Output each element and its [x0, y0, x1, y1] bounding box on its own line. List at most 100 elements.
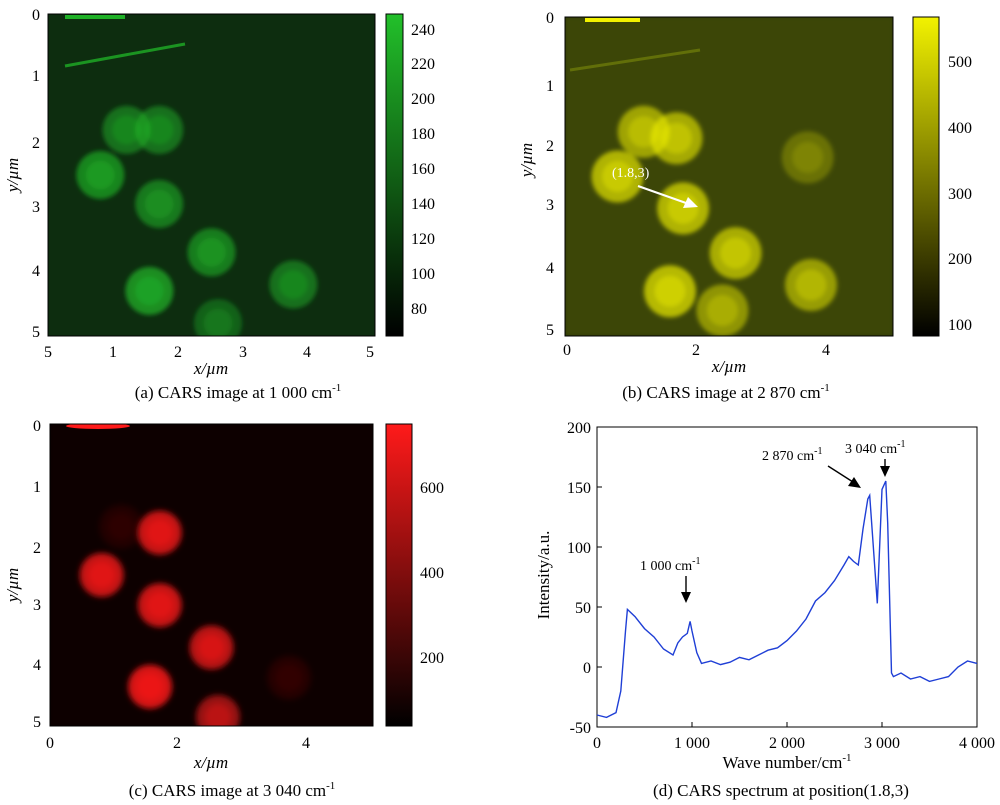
x-axis-ticks: 5 1 2 3 4 5	[44, 344, 374, 361]
x-tick: 0	[563, 342, 571, 359]
peak-label: 2 870 cm	[762, 449, 814, 464]
y-tick: 0	[583, 660, 591, 677]
colorbar-tick: 180	[411, 126, 435, 143]
heatmap-spot-core	[88, 561, 115, 589]
y-tick: 5	[33, 714, 41, 731]
x-axis-label: x/µm	[711, 357, 746, 376]
colorbar-tick: 400	[948, 120, 972, 137]
y-axis-label: y/µm	[3, 568, 22, 604]
colorbar-ticks: 240 220 200 180 160 140 120 100 80	[411, 22, 435, 318]
colorbar-tick: 160	[411, 161, 435, 178]
heatmap-spot-core	[278, 270, 308, 299]
plot-frame	[564, 16, 894, 337]
heatmap-spot-core	[660, 122, 693, 154]
spectrum-line	[596, 480, 978, 719]
panel-caption: (a) CARS image at 1 000 cm-1	[135, 382, 342, 402]
y-tick: 0	[32, 7, 40, 24]
plot-frame	[596, 426, 978, 728]
colorbar-ticks: 600 400 200	[420, 480, 444, 667]
heatmap-spot-core	[204, 703, 232, 726]
y-tick: 3	[33, 597, 41, 614]
heatmap-spot-core	[198, 634, 225, 661]
colorbar-tick: 120	[411, 231, 435, 248]
colorbar-tick: 240	[411, 22, 435, 39]
panel-b-heatmap: 0 1 2 3 4 5 0 2 4 x/µm y/µm (1.8,3) 500 …	[517, 10, 972, 402]
y-tick: 5	[32, 324, 40, 341]
colorbar-tick: 500	[948, 54, 972, 71]
x-tick: 4 000	[959, 735, 995, 752]
heatmap-spot-core	[144, 115, 174, 145]
x-tick: 2	[692, 342, 700, 359]
panel-caption: (d) CARS spectrum at position(1.8,3)	[653, 781, 909, 800]
y-tick: 3	[32, 199, 40, 216]
x-tick: 0	[46, 735, 54, 752]
peak-label: 3 040 cm	[845, 442, 897, 457]
heatmap-spot-core	[146, 592, 173, 619]
x-tick: 5	[366, 344, 374, 361]
heatmap-spot-core	[654, 275, 686, 307]
panel-a-heatmap: 0 1 2 3 4 5 5 1 2 3 4 5 x/µm y/µm 240 22…	[3, 7, 435, 402]
heatmap-spot-core	[85, 160, 115, 190]
colorbar	[385, 13, 404, 337]
peak-annotation: 2 870 cm-1	[762, 446, 861, 488]
x-tick: 1	[109, 344, 117, 361]
y-axis-ticks: 0 1 2 3 4 5	[546, 10, 554, 339]
y-tick: 2	[546, 138, 554, 155]
y-tick: 150	[567, 480, 591, 497]
colorbar-tick: 220	[411, 56, 435, 73]
colorbar-tick: 200	[948, 251, 972, 268]
x-tick: 0	[593, 735, 601, 752]
colorbar-tick: 140	[411, 196, 435, 213]
peak-annotation: 3 040 cm-1	[845, 439, 905, 477]
bright-streak	[64, 42, 186, 68]
heatmap-spot-core	[144, 189, 174, 219]
y-tick: 50	[575, 600, 591, 617]
heatmap-spot-core	[275, 664, 303, 691]
heatmap-spot-core	[792, 141, 824, 173]
heatmap-spot-core	[107, 513, 135, 540]
colorbar-tick: 80	[411, 301, 427, 318]
x-tick: 4	[302, 735, 310, 752]
y-tick: 4	[32, 263, 40, 280]
x-axis-ticks: 0 1 000 2 000 3 000 4 000	[593, 722, 995, 752]
y-tick: 3	[546, 197, 554, 214]
y-tick: 4	[546, 260, 554, 277]
y-tick: 200	[567, 420, 591, 437]
peak-label-sup: -1	[692, 556, 700, 567]
colorbar-tick: 400	[420, 565, 444, 582]
x-tick: 3	[239, 344, 247, 361]
heatmap-spot-core	[146, 519, 173, 546]
y-axis-label: y/µm	[3, 158, 22, 194]
y-tick: -50	[570, 720, 591, 737]
colorbar-tick: 300	[948, 186, 972, 203]
x-tick: 2	[174, 344, 182, 361]
y-axis-label: y/µm	[517, 143, 536, 179]
colorbar-tick: 600	[420, 480, 444, 497]
peak-annotation: 1 000 cm-1	[640, 556, 700, 603]
colorbar-tick: 200	[411, 91, 435, 108]
annotation-arrow	[637, 185, 698, 208]
heatmap-spot-core	[197, 237, 226, 267]
x-tick: 5	[44, 344, 52, 361]
heatmap-spot-core	[203, 308, 233, 336]
heatmap-spot-core	[601, 160, 634, 193]
panel-caption: (c) CARS image at 3 040 cm-1	[129, 780, 336, 800]
y-tick: 2	[32, 135, 40, 152]
svg-text:3 040 cm-1: 3 040 cm-1	[845, 439, 905, 457]
y-axis-ticks: -50 0 50 100 150 200	[567, 420, 602, 737]
position-annotation: (1.8,3)	[612, 166, 650, 181]
y-axis-ticks: 0 1 2 3 4 5	[32, 7, 40, 341]
peak-label-sup: -1	[814, 446, 822, 457]
plot-frame	[49, 423, 374, 727]
bright-streak	[66, 424, 130, 429]
x-tick: 4	[822, 342, 830, 359]
y-tick: 1	[32, 68, 40, 85]
heatmap-spot-core	[795, 269, 827, 301]
y-tick: 1	[546, 78, 554, 95]
plot-frame	[47, 13, 376, 337]
y-tick: 1	[33, 479, 41, 496]
colorbar-tick: 100	[948, 317, 972, 334]
heatmap-spot-core	[112, 115, 141, 145]
colorbar	[912, 16, 940, 337]
x-tick: 3 000	[864, 735, 900, 752]
